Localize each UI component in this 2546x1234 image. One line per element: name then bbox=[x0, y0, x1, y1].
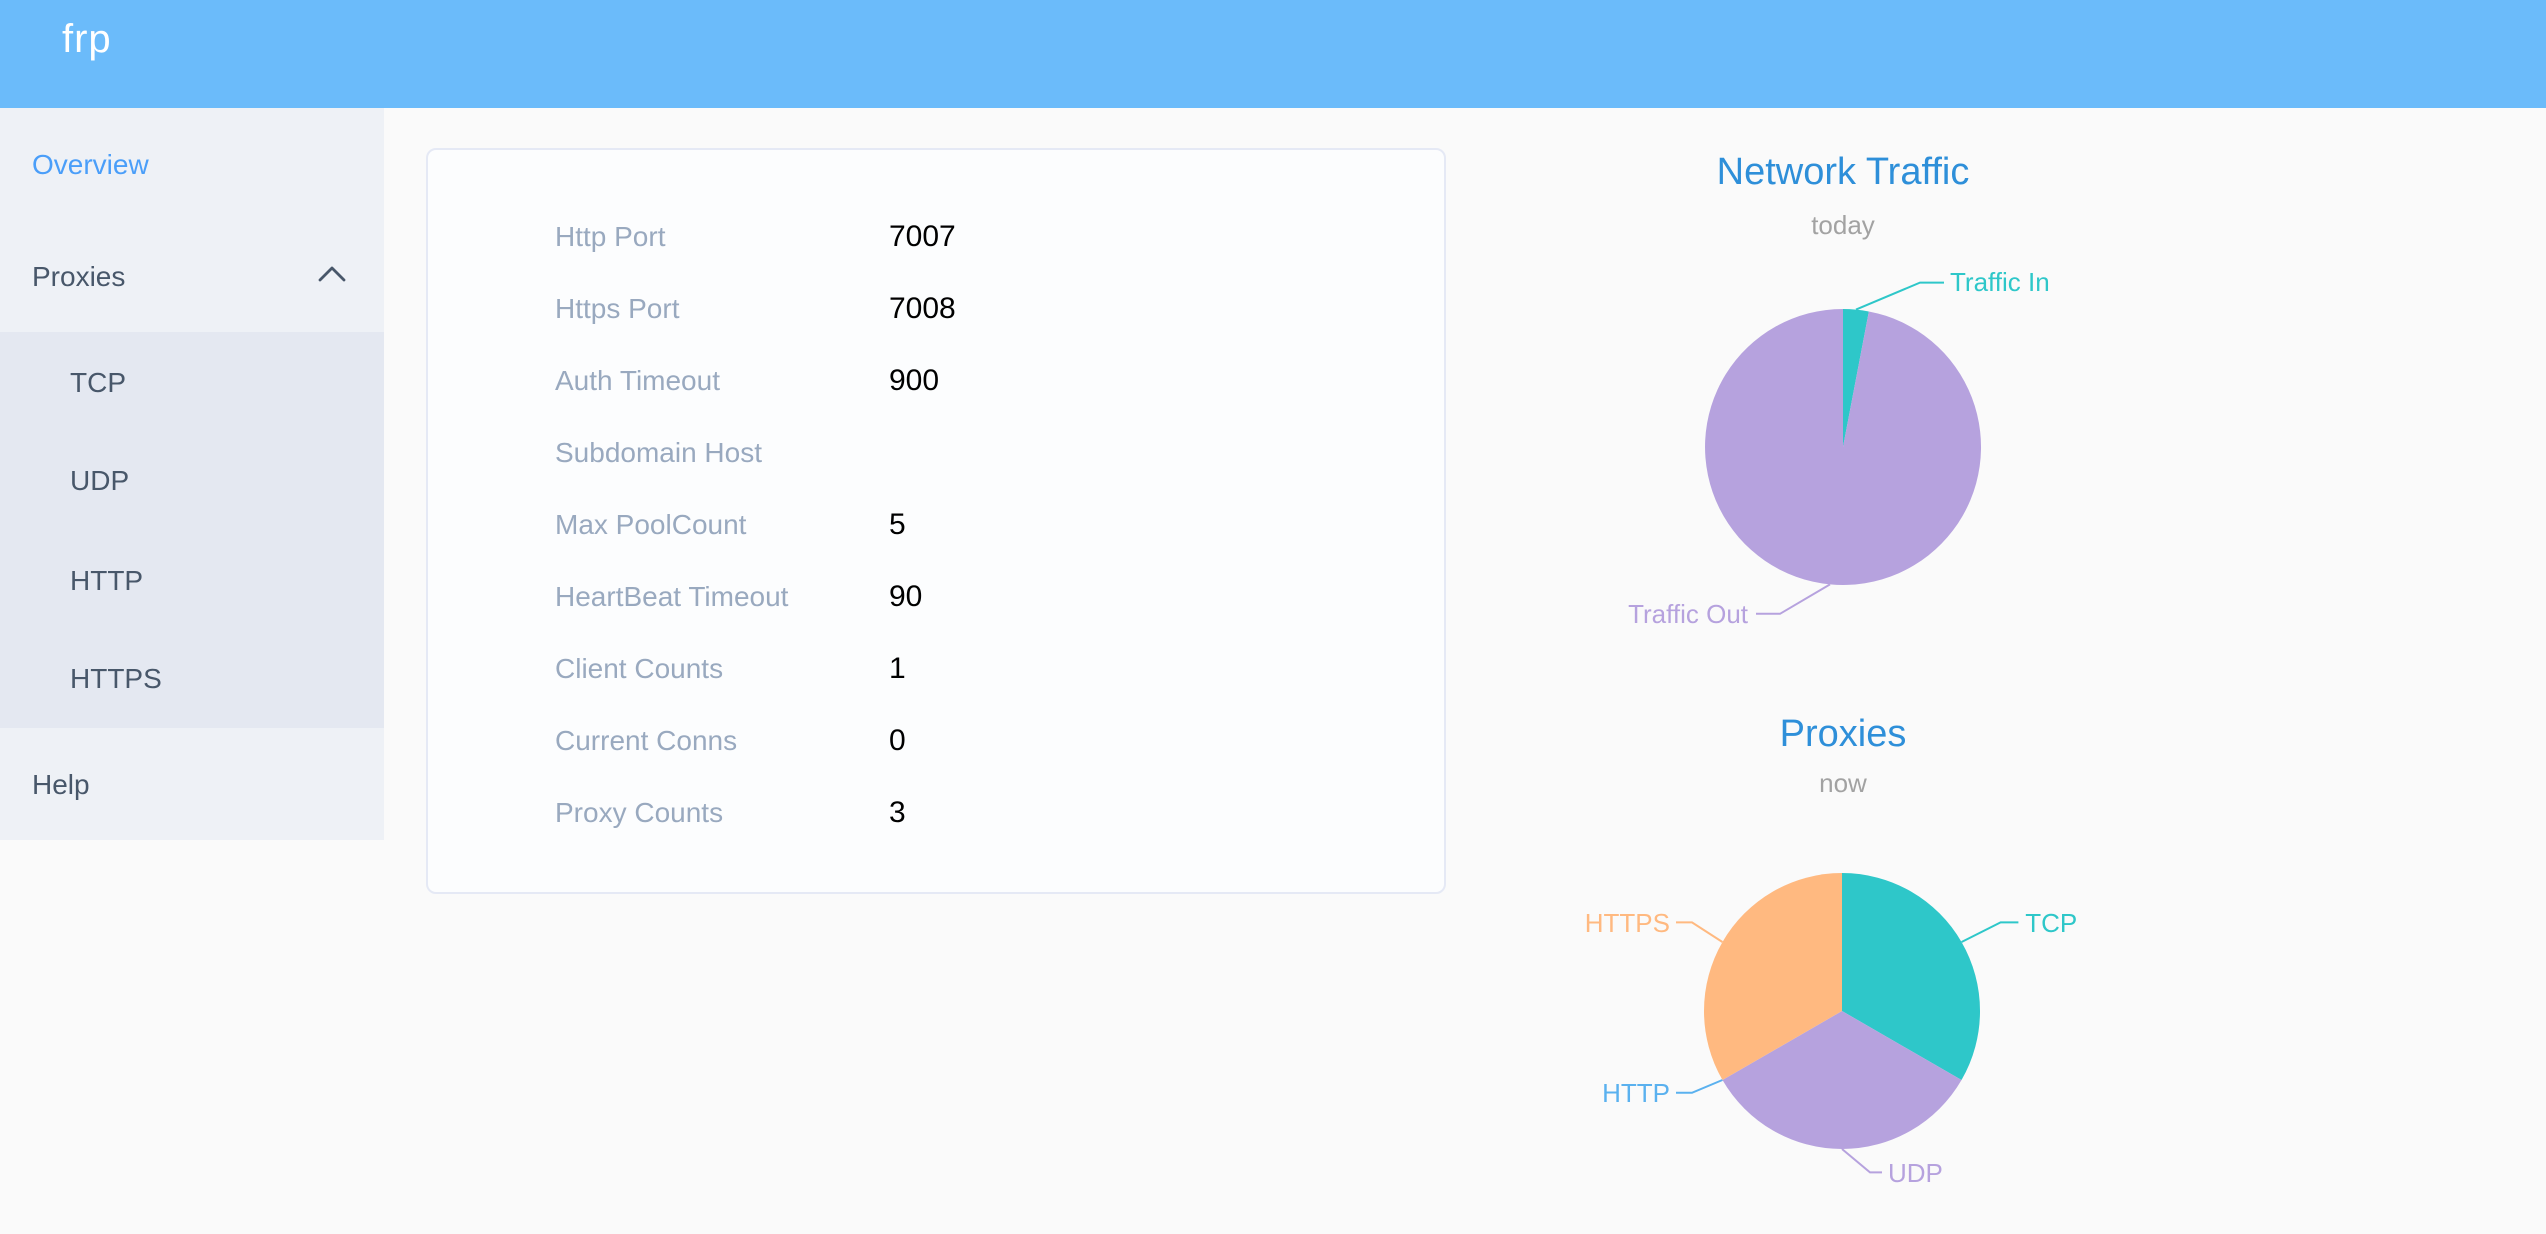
info-value: 0 bbox=[889, 723, 906, 757]
pie-label-http: HTTP bbox=[1602, 1078, 1670, 1108]
info-row-https-port: Https Port 7008 bbox=[427, 272, 1443, 344]
info-label: Https Port bbox=[555, 292, 680, 324]
info-label: Proxy Counts bbox=[555, 796, 724, 828]
info-value: 7008 bbox=[889, 291, 956, 325]
chart-title-network-traffic: Network Traffic bbox=[1716, 152, 1970, 194]
sidebar-item-https[interactable]: HTTPS bbox=[0, 629, 384, 728]
pie-label-udp: UDP bbox=[1888, 1158, 1943, 1188]
info-value: 3 bbox=[889, 795, 906, 829]
sidebar-item-help[interactable]: Help bbox=[0, 728, 384, 840]
info-row-max-poolcount: Max PoolCount 5 bbox=[427, 488, 1443, 560]
app-logo: frp bbox=[62, 18, 112, 62]
info-value: 900 bbox=[889, 363, 940, 397]
info-label: Client Counts bbox=[555, 652, 724, 684]
info-row-http-port: Http Port 7007 bbox=[427, 200, 1443, 272]
info-value: 7007 bbox=[889, 219, 956, 253]
pie-slice-traffic-out bbox=[1705, 309, 1982, 585]
info-label: HeartBeat Timeout bbox=[555, 580, 789, 612]
sidebar-item-label: Overview bbox=[32, 148, 149, 180]
pie-slice-udp bbox=[1722, 1011, 1962, 1150]
info-value: 5 bbox=[889, 507, 906, 541]
info-label: Http Port bbox=[555, 220, 666, 252]
server-info-card: Http Port 7007 Https Port 7008 Auth Time… bbox=[425, 148, 1445, 893]
label-line-traffic-out bbox=[1756, 583, 1831, 615]
sidebar-item-proxies[interactable]: Proxies bbox=[0, 220, 384, 332]
info-row-client-counts: Client Counts 1 bbox=[427, 632, 1443, 704]
sidebar-item-tcp[interactable]: TCP bbox=[0, 332, 384, 431]
label-line-traffic-in bbox=[1855, 281, 1944, 311]
pie-slice-tcp bbox=[1842, 873, 1981, 1080]
proxies-pie-slices bbox=[1703, 873, 1981, 1150]
info-value: 1 bbox=[889, 651, 906, 685]
sidebar-item-label: TCP bbox=[70, 365, 126, 398]
pie-slice-traffic-in bbox=[1843, 309, 1869, 447]
pie-label-traffic-out: Traffic Out bbox=[1628, 599, 1749, 629]
sidebar-submenu-proxies: TCP UDP HTTP HTTPS bbox=[0, 332, 384, 728]
info-label: Max PoolCount bbox=[555, 508, 747, 540]
sidebar-item-label: Help bbox=[32, 768, 90, 800]
info-row-subdomain-host: Subdomain Host bbox=[427, 416, 1443, 488]
sidebar-item-label: HTTPS bbox=[70, 662, 162, 695]
info-label: Auth Timeout bbox=[555, 364, 720, 396]
info-value: 90 bbox=[889, 579, 923, 613]
pie-slice-https bbox=[1703, 873, 1842, 1080]
chart-title-proxies: Proxies bbox=[1779, 714, 1907, 756]
pie-label-traffic-in: Traffic In bbox=[1950, 267, 2050, 297]
sidebar-item-http[interactable]: HTTP bbox=[0, 530, 384, 629]
header: frp bbox=[0, 0, 2546, 108]
network-traffic-pie-chart: Traffic In Traffic Out bbox=[1628, 267, 2050, 629]
network-traffic-pie-slices bbox=[1705, 309, 1982, 585]
info-row-proxy-counts: Proxy Counts 3 bbox=[427, 776, 1443, 848]
chart-subtitle-today: today bbox=[1811, 210, 1875, 240]
label-line-https bbox=[1676, 921, 1723, 943]
sidebar-item-overview[interactable]: Overview bbox=[0, 108, 384, 220]
pie-label-https: HTTPS bbox=[1585, 908, 1670, 938]
info-row-heartbeat-timeout: HeartBeat Timeout 90 bbox=[427, 560, 1443, 632]
sidebar-item-label: HTTP bbox=[70, 563, 144, 596]
label-line-http bbox=[1676, 1079, 1723, 1094]
label-line-tcp bbox=[1961, 921, 2019, 943]
sidebar: Overview Proxies TCP UDP HTTP HTTPS Help bbox=[0, 108, 384, 840]
sidebar-item-udp[interactable]: UDP bbox=[0, 431, 384, 530]
info-row-auth-timeout: Auth Timeout 900 bbox=[427, 344, 1443, 416]
info-label: Current Conns bbox=[555, 724, 738, 756]
info-label: Subdomain Host bbox=[555, 436, 763, 468]
chevron-up-icon bbox=[318, 266, 346, 282]
sidebar-item-label: UDP bbox=[70, 464, 130, 497]
server-info-rows: Http Port 7007 Https Port 7008 Auth Time… bbox=[427, 200, 1443, 848]
sidebar-item-label: Proxies bbox=[32, 260, 126, 292]
label-line-udp bbox=[1841, 1148, 1882, 1174]
info-row-current-conns: Current Conns 0 bbox=[427, 704, 1443, 776]
pie-label-tcp: TCP bbox=[2025, 908, 2077, 938]
chart-subtitle-now: now bbox=[1819, 768, 1867, 798]
proxies-pie-chart: TCP HTTPS HTTP UDP bbox=[1585, 873, 2077, 1188]
